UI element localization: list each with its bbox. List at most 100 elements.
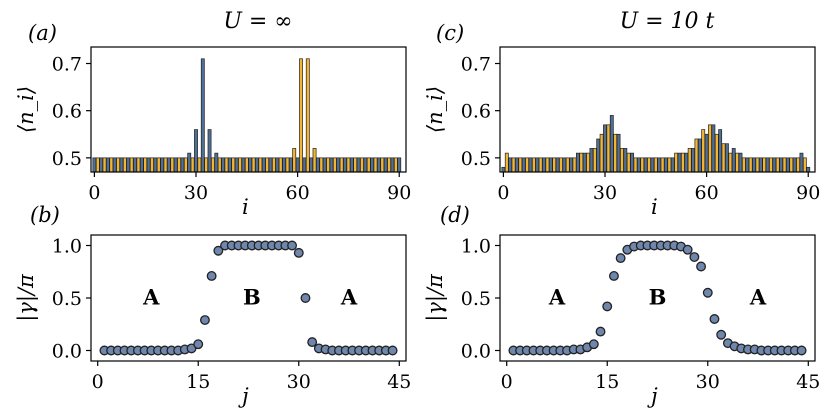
bar-blue [650, 157, 655, 173]
x-axis-label: j [647, 384, 658, 408]
region-label: B [243, 284, 261, 309]
bar-blue [309, 157, 314, 173]
bar-orange [789, 157, 794, 173]
data-point [588, 339, 599, 350]
bar-blue [255, 157, 259, 173]
bar-blue [785, 157, 790, 173]
bar-blue [555, 157, 560, 173]
bar-blue [119, 157, 124, 173]
y-axis-label: ⟨n_i⟩ [423, 86, 447, 133]
x-tick-label: 60 [695, 182, 719, 204]
bar-blue [377, 157, 381, 173]
bar-orange [572, 157, 577, 173]
bar-orange [748, 157, 753, 173]
bar-orange [606, 124, 611, 173]
data-point [602, 301, 613, 312]
bar-blue [752, 157, 756, 173]
bar-blue [515, 157, 519, 173]
bar-orange [183, 157, 188, 173]
bar-blue [241, 157, 246, 173]
bar-orange [319, 157, 324, 173]
y-axis-label: ⟨n_i⟩ [14, 86, 38, 133]
y-axis-label: |γ|/π [14, 273, 39, 322]
bar-blue [248, 157, 253, 173]
bar-blue [316, 157, 320, 173]
y-tick-label: 0.5 [461, 148, 491, 170]
panel-label-b: (b) [30, 203, 60, 227]
bar-orange [387, 157, 391, 173]
bar-blue [670, 157, 675, 173]
bar-blue [575, 152, 580, 173]
bar-blue [521, 157, 526, 173]
bar-blue [261, 157, 266, 173]
bar-orange [518, 157, 523, 173]
x-tick-label: 45 [387, 371, 411, 393]
bar-orange [312, 148, 317, 173]
bar-blue [758, 157, 763, 173]
y-tick-label: 0.6 [461, 101, 491, 123]
data-point [615, 253, 626, 264]
y-tick-label: 1.0 [52, 236, 82, 258]
bar-blue [684, 152, 689, 173]
bar-orange [122, 157, 127, 173]
data-point [608, 271, 619, 281]
bar-blue [139, 157, 144, 173]
bar-blue [173, 157, 178, 173]
bar-orange [163, 157, 168, 173]
bar-orange [620, 148, 624, 173]
y-axis-label: |γ|/π [423, 273, 448, 322]
bar-blue [214, 152, 219, 173]
bar-orange [265, 157, 270, 173]
bar-orange [393, 157, 398, 173]
data-point [716, 329, 727, 340]
region-label: A [142, 284, 160, 309]
x-tick-label: 30 [184, 182, 208, 204]
bar-blue [711, 124, 716, 173]
x-tick-label: 0 [501, 371, 513, 393]
bar-orange [653, 157, 658, 173]
x-tick-label: 0 [92, 371, 104, 393]
bar-orange [360, 157, 364, 173]
bar-blue [657, 157, 662, 173]
bar-orange [721, 143, 726, 173]
bar-blue [349, 157, 354, 173]
bar-orange [586, 152, 590, 173]
bar-blue [718, 129, 723, 173]
bar-orange [531, 157, 536, 173]
bar-blue [336, 157, 341, 173]
data-point [709, 314, 720, 324]
y-tick-label: 0.7 [52, 54, 82, 76]
bar-blue [535, 157, 540, 173]
bar-blue [167, 157, 171, 173]
x-tick-label: 90 [796, 182, 820, 204]
x-tick-label: 0 [497, 182, 509, 204]
bar-orange [251, 157, 256, 173]
region-label: A [340, 284, 358, 309]
bar-blue [806, 166, 811, 173]
data-point [689, 252, 700, 262]
bar-blue [363, 157, 368, 173]
y-tick-label: 0.5 [52, 148, 82, 170]
data-point [682, 244, 693, 255]
bar-blue [187, 152, 192, 173]
bar-orange [728, 152, 733, 173]
x-tick-label: 45 [796, 371, 820, 393]
data-point [300, 293, 311, 303]
axes-frame [90, 46, 407, 173]
bar-blue [528, 157, 533, 173]
bar-orange [613, 133, 618, 173]
bar-orange [755, 157, 760, 173]
bar-orange [231, 157, 236, 173]
x-axis-label: i [651, 195, 658, 219]
bar-orange [545, 157, 550, 173]
y-tick-label: 0.0 [52, 341, 82, 363]
bar-blue [329, 157, 334, 173]
bar-orange [708, 124, 712, 173]
region-label: B [649, 284, 667, 309]
bar-blue [153, 157, 158, 173]
bar-orange [366, 157, 371, 173]
bar-blue [745, 157, 750, 173]
x-tick-label: 15 [186, 371, 210, 393]
bar-blue [322, 157, 327, 173]
bar-blue [630, 152, 635, 173]
